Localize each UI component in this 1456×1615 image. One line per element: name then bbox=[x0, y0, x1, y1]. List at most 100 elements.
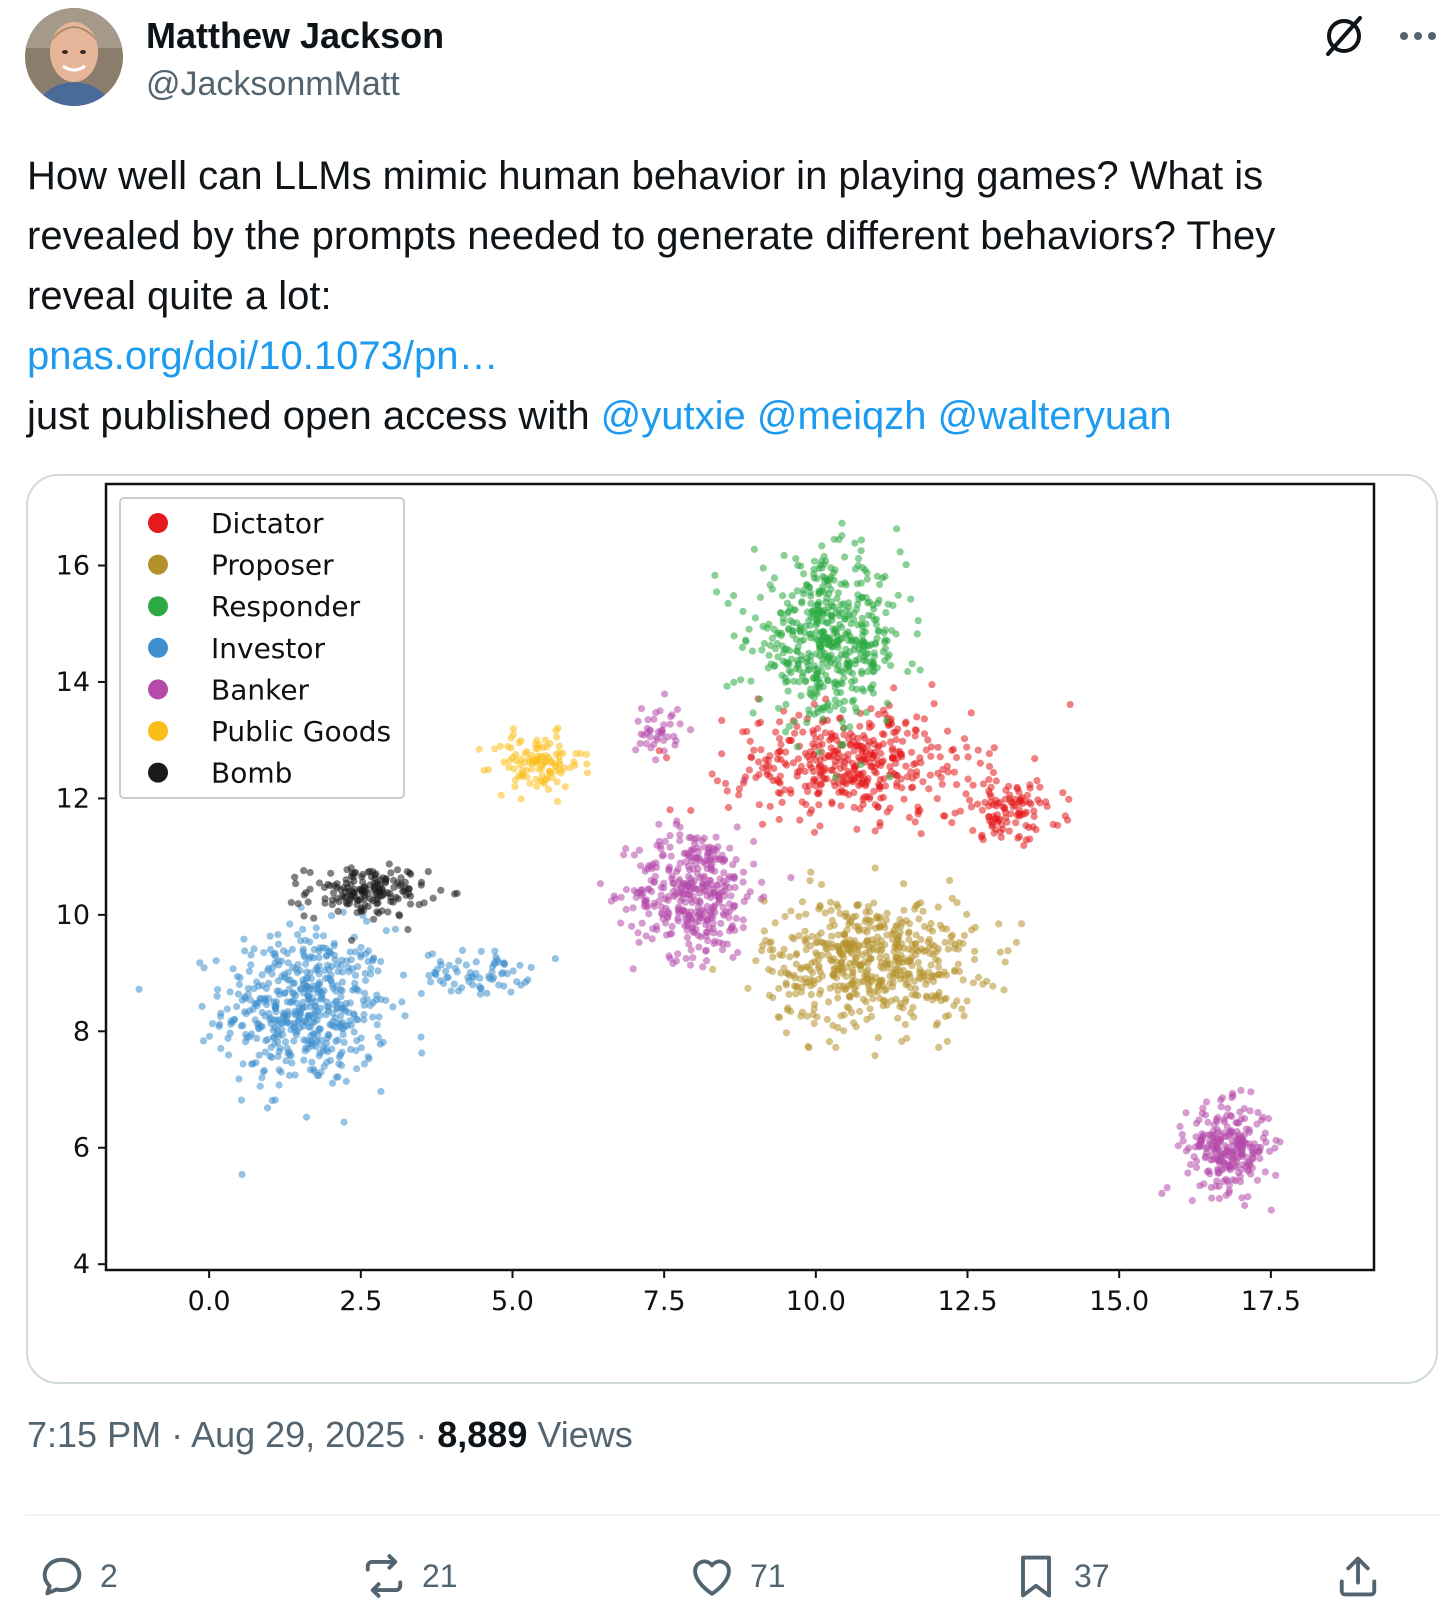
scatter-point bbox=[509, 725, 517, 733]
tweet-text-line: revealed by the prompts needed to genera… bbox=[27, 214, 1276, 258]
scatter-point bbox=[756, 695, 764, 703]
scatter-point bbox=[347, 1045, 355, 1053]
scatter-point bbox=[322, 1011, 330, 1019]
scatter-point bbox=[375, 1013, 383, 1021]
avatar[interactable] bbox=[25, 8, 123, 106]
scatter-point bbox=[301, 953, 309, 961]
more-icon[interactable] bbox=[1395, 18, 1441, 54]
scatter-point bbox=[387, 869, 395, 877]
scatter-point bbox=[815, 762, 824, 770]
scatter-point bbox=[941, 1012, 950, 1021]
scatter-point bbox=[308, 985, 316, 993]
scatter-point bbox=[989, 982, 997, 990]
scatter-point bbox=[1002, 814, 1010, 822]
tweet-media-image[interactable]: 0.0 2.5 5.0 7.5 10.0 12.5 15.0 17.5 4 6 8 10 12 14 16 … bbox=[26, 474, 1438, 1384]
scatter-point bbox=[1163, 1184, 1171, 1192]
scatter-point bbox=[810, 775, 818, 783]
scatter-point bbox=[806, 942, 815, 950]
scatter-point bbox=[798, 898, 807, 906]
reply-button[interactable]: 2 bbox=[36, 1545, 118, 1607]
scatter-point bbox=[903, 1034, 911, 1042]
share-button[interactable] bbox=[1332, 1545, 1384, 1607]
scatter-point bbox=[795, 932, 803, 940]
scatter-point bbox=[351, 979, 359, 987]
like-count: 71 bbox=[750, 1557, 786, 1594]
scatter-point bbox=[1066, 700, 1074, 709]
scatter-point bbox=[792, 555, 800, 563]
scatter-point bbox=[802, 622, 810, 630]
scatter-point bbox=[793, 949, 801, 958]
scatter-point bbox=[696, 897, 704, 905]
scatter-point bbox=[1208, 1194, 1216, 1202]
scatter-point bbox=[912, 726, 920, 734]
scatter-point bbox=[940, 812, 948, 820]
scatter-point bbox=[493, 956, 501, 964]
article-link[interactable]: pnas.org/doi/10.1073/pn… bbox=[27, 334, 499, 378]
scatter-point bbox=[877, 749, 885, 757]
scatter-point bbox=[280, 970, 289, 978]
scatter-point bbox=[368, 957, 376, 965]
scatter-point bbox=[256, 1082, 264, 1090]
scatter-point bbox=[1220, 1149, 1228, 1157]
scatter-point bbox=[902, 762, 910, 770]
scatter-point bbox=[670, 892, 678, 901]
scatter-point bbox=[1224, 1104, 1232, 1112]
scatter-point bbox=[352, 948, 360, 956]
scatter-point bbox=[596, 880, 605, 888]
scatter-point bbox=[385, 860, 393, 868]
scatter-point bbox=[253, 978, 261, 986]
scatter-point bbox=[821, 909, 829, 917]
scatter-point bbox=[713, 588, 721, 596]
tweet-timestamp[interactable]: 7:15 PM · Aug 29, 2025 bbox=[27, 1414, 406, 1455]
author-name[interactable]: Matthew Jackson bbox=[146, 15, 445, 56]
scatter-point bbox=[1264, 1114, 1273, 1123]
scatter-point bbox=[700, 872, 708, 880]
scatter-point bbox=[338, 978, 346, 986]
scatter-point bbox=[676, 889, 685, 897]
scatter-point bbox=[692, 860, 700, 868]
scatter-point bbox=[909, 1003, 917, 1012]
scatter-point bbox=[797, 637, 805, 645]
scatter-point bbox=[324, 974, 332, 982]
like-button[interactable]: 71 bbox=[686, 1545, 786, 1607]
mention-link[interactable]: @yutxie bbox=[600, 394, 746, 438]
scatter-point bbox=[1013, 811, 1022, 819]
scatter-point bbox=[876, 819, 884, 827]
author-handle[interactable]: @JacksonmMatt bbox=[146, 65, 400, 103]
scatter-point bbox=[296, 1024, 304, 1032]
grok-icon[interactable] bbox=[1320, 12, 1368, 60]
scatter-point bbox=[351, 971, 360, 979]
scatter-point bbox=[782, 658, 790, 667]
scatter-point bbox=[848, 684, 856, 692]
scatter-point bbox=[259, 1068, 267, 1076]
scatter-point bbox=[834, 589, 843, 597]
scatter-point bbox=[787, 655, 796, 663]
scatter-point bbox=[285, 1071, 294, 1079]
scatter-point bbox=[356, 895, 364, 903]
scatter-point bbox=[1026, 781, 1034, 789]
bookmark-count: 37 bbox=[1074, 1557, 1110, 1594]
scatter-point bbox=[1184, 1169, 1192, 1177]
scatter-point bbox=[707, 913, 715, 922]
scatter-point bbox=[798, 597, 806, 606]
repost-button[interactable]: 21 bbox=[358, 1545, 458, 1607]
y-tick-label: 14 bbox=[56, 667, 90, 698]
mention-link[interactable]: @meiqzh bbox=[756, 394, 927, 438]
scatter-point bbox=[813, 682, 821, 690]
scatter-point bbox=[442, 967, 450, 975]
mention-link[interactable]: @walteryuan bbox=[937, 394, 1172, 438]
scatter-point bbox=[367, 895, 375, 903]
scatter-point bbox=[315, 1025, 323, 1033]
scatter-point bbox=[955, 967, 964, 976]
scatter-point bbox=[399, 971, 408, 979]
scatter-point bbox=[775, 704, 783, 712]
scatter-point bbox=[726, 873, 734, 881]
scatter-point bbox=[330, 939, 338, 947]
scatter-point bbox=[930, 700, 938, 708]
scatter-point bbox=[775, 815, 783, 824]
scatter-point bbox=[372, 996, 380, 1004]
scatter-point bbox=[301, 936, 310, 944]
scatter-point bbox=[979, 780, 988, 788]
scatter-point bbox=[874, 988, 882, 996]
bookmark-button[interactable]: 37 bbox=[1010, 1545, 1110, 1607]
